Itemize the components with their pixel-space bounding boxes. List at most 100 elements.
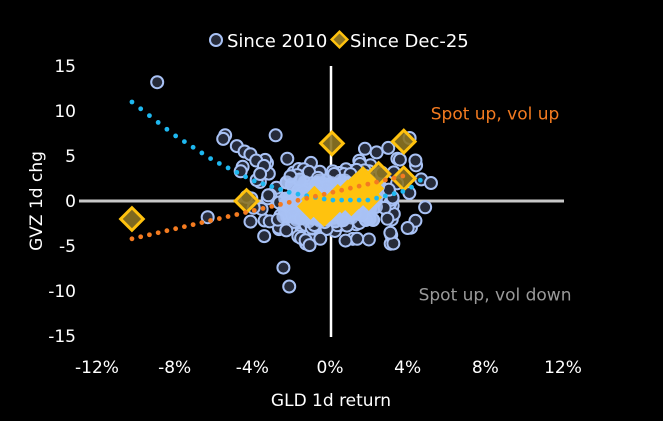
- point-since-2010: [261, 188, 276, 203]
- trendline-since-dec-25-dot: [173, 226, 179, 232]
- x-axis-label: GLD 1d return: [271, 391, 391, 411]
- x-tick-label: 4%: [394, 358, 421, 378]
- trendline-since-dec-25-dot: [278, 201, 283, 207]
- legend-label-since-2010: Since 2010: [227, 31, 327, 52]
- point-since-2010: [350, 231, 365, 246]
- y-tick-label: -15: [48, 327, 76, 347]
- trendline-since-2010-dot: [260, 181, 266, 187]
- y-axis-ticks: 15 10 5 0 -5 -10 -15: [48, 57, 76, 347]
- trendline-since-2010-dot: [400, 189, 406, 194]
- point-since-2010: [280, 151, 295, 166]
- trendline-since-2010-dot: [382, 193, 388, 199]
- trendline-since-dec-25-dot: [234, 212, 240, 217]
- y-tick-label: -10: [48, 282, 76, 302]
- trendline-since-2010-dot: [155, 120, 161, 125]
- trendline-since-2010-dot: [208, 156, 213, 162]
- trendline-since-dec-25-dot: [269, 204, 275, 209]
- trendline-since-dec-25-dot: [365, 181, 371, 187]
- trendline-since-dec-25-dot: [251, 208, 257, 213]
- point-since-2010: [293, 211, 308, 226]
- trendline-since-dec-25-dot: [330, 189, 336, 195]
- trendline-since-dec-25-dot: [400, 173, 406, 179]
- trendline-since-dec-25-dot: [382, 177, 388, 183]
- x-tick-label: 12%: [544, 358, 582, 378]
- trendline-since-2010-dot: [391, 191, 397, 197]
- annotation-spot-up-vol-up: Spot up, vol up: [431, 105, 560, 125]
- annotation-spot-up-vol-down: Spot up, vol down: [419, 286, 572, 306]
- point-since-2010: [313, 231, 328, 246]
- point-since-2010: [408, 153, 423, 168]
- trendline-since-2010-dot: [374, 195, 379, 201]
- point-since-2010: [369, 145, 384, 160]
- trendline-since-dec-25-dot: [164, 228, 170, 234]
- trendline-since-dec-25-dot: [225, 214, 231, 219]
- trendline-since-2010-dot: [138, 106, 144, 112]
- legend-marker-since-dec-25: [329, 29, 350, 50]
- trendline-since-2010-dot: [234, 169, 240, 175]
- trendline-since-2010-dot: [321, 196, 327, 202]
- trendlines: [129, 99, 423, 242]
- trendline-since-dec-25-dot: [356, 183, 362, 189]
- point-since-2010: [418, 200, 433, 215]
- y-tick-label: 5: [65, 147, 76, 167]
- point-since-2010: [279, 223, 294, 238]
- trendline-since-dec-25-dot: [339, 187, 345, 193]
- x-tick-label: -12%: [75, 358, 119, 378]
- trendline-since-2010-dot: [286, 189, 292, 195]
- point-since-2010: [338, 233, 353, 248]
- point-since-dec-25: [390, 128, 418, 156]
- trendline-since-dec-25-dot: [138, 234, 144, 240]
- x-tick-label: 8%: [472, 358, 499, 378]
- point-since-2010: [381, 140, 396, 155]
- point-since-2010: [216, 131, 231, 146]
- trendline-since-2010-dot: [269, 184, 275, 190]
- trendline-since-2010-dot: [295, 191, 301, 197]
- point-since-2010: [302, 238, 317, 253]
- trendline-since-dec-25-dot: [199, 220, 205, 226]
- trendline-since-dec-25-dot: [243, 210, 248, 215]
- trendline-since-2010-dot: [173, 133, 179, 139]
- point-since-2010: [357, 141, 372, 156]
- point-since-2010: [150, 75, 165, 90]
- trendline-since-dec-25-dot: [391, 175, 397, 181]
- y-axis-label: GVZ 1d chg: [27, 151, 47, 251]
- y-tick-label: 10: [54, 102, 76, 122]
- trendline-since-2010-dot: [278, 187, 283, 192]
- point-since-dec-25: [337, 189, 365, 217]
- trendline-since-2010-dot: [225, 165, 231, 171]
- trendline-since-dec-25-dot: [181, 224, 187, 230]
- trendline-since-dec-25-dot: [208, 218, 213, 223]
- trendline-since-dec-25-dot: [129, 236, 135, 242]
- trendline-since-2010-dot: [365, 197, 371, 203]
- trendline-since-dec-25-dot: [286, 199, 292, 205]
- trendline-since-2010-dot: [347, 197, 353, 203]
- point-since-2010: [257, 229, 272, 244]
- x-tick-label: -4%: [236, 358, 269, 378]
- point-since-2010: [268, 128, 283, 143]
- trendline-since-dec-25-dot: [313, 193, 318, 199]
- point-since-2010: [361, 232, 376, 247]
- y-tick-label: 0: [65, 192, 76, 212]
- trendline-since-2010-dot: [190, 144, 196, 150]
- trendline-since-2010-dot: [409, 184, 414, 190]
- point-since-dec-25: [233, 187, 260, 215]
- trendline-since-dec-25-dot: [260, 206, 266, 211]
- trendline-since-2010-dot: [164, 126, 170, 132]
- series-since-dec-25: [118, 128, 418, 233]
- trendline-since-dec-25-dot: [295, 197, 301, 203]
- trendline-since-dec-25-dot: [216, 216, 222, 221]
- trendline-since-2010-dot: [356, 197, 362, 203]
- trendline-since-2010-dot: [181, 139, 187, 145]
- x-axis-ticks: -12% -8% -4% 0% 4% 8% 12%: [75, 358, 582, 378]
- trendline-since-2010-dot: [243, 174, 248, 180]
- point-since-2010: [243, 214, 258, 229]
- trendline-since-2010-dot: [147, 113, 152, 119]
- point-since-dec-25: [318, 129, 346, 157]
- trendline-since-dec-25-dot: [155, 230, 161, 236]
- point-since-2010: [282, 279, 297, 294]
- trendline-since-2010-dot: [330, 197, 336, 203]
- y-tick-label: -5: [59, 237, 76, 257]
- trendline-since-dec-25-dot: [347, 185, 353, 191]
- point-since-dec-25: [118, 205, 146, 233]
